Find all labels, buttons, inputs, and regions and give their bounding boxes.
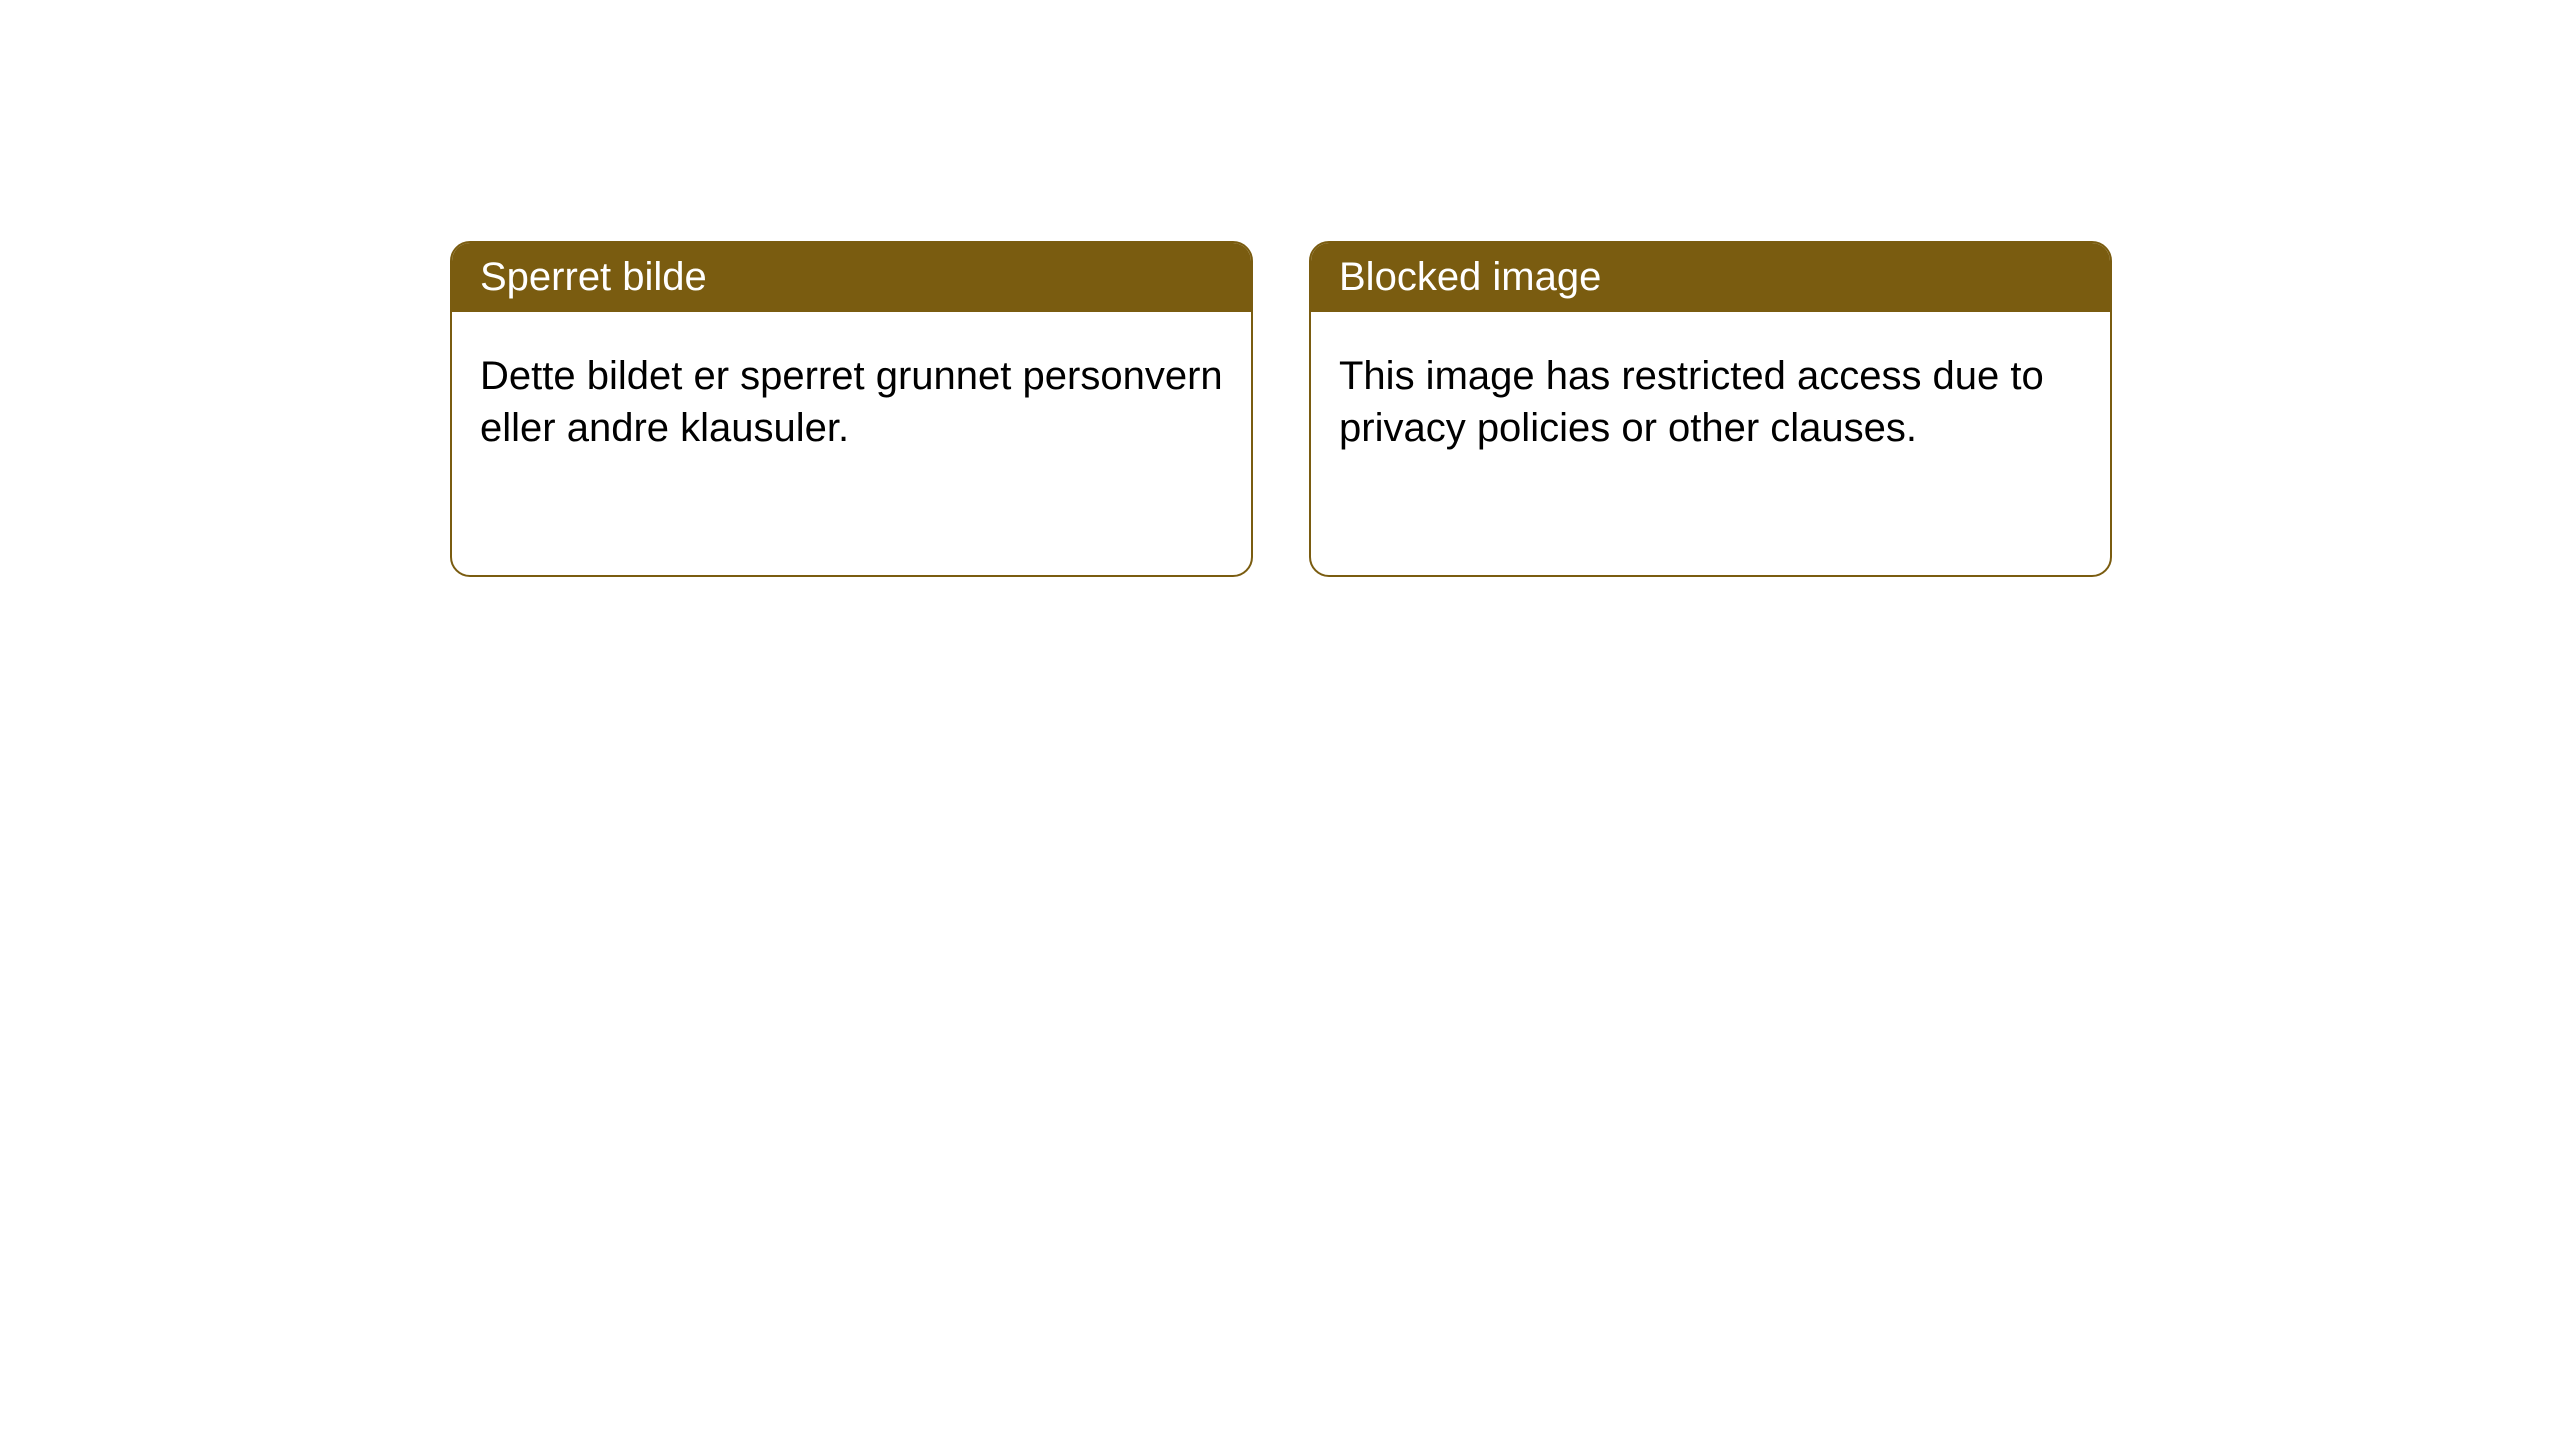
card-title: Sperret bilde (480, 255, 707, 299)
card-message: This image has restricted access due to … (1339, 354, 2044, 450)
card-header: Blocked image (1311, 243, 2110, 312)
notice-card-english: Blocked image This image has restricted … (1309, 241, 2112, 577)
card-message: Dette bildet er sperret grunnet personve… (480, 354, 1223, 450)
card-header: Sperret bilde (452, 243, 1251, 312)
card-title: Blocked image (1339, 255, 1601, 299)
card-body: This image has restricted access due to … (1311, 312, 2110, 492)
notice-container: Sperret bilde Dette bildet er sperret gr… (450, 241, 2112, 577)
card-body: Dette bildet er sperret grunnet personve… (452, 312, 1251, 492)
notice-card-norwegian: Sperret bilde Dette bildet er sperret gr… (450, 241, 1253, 577)
